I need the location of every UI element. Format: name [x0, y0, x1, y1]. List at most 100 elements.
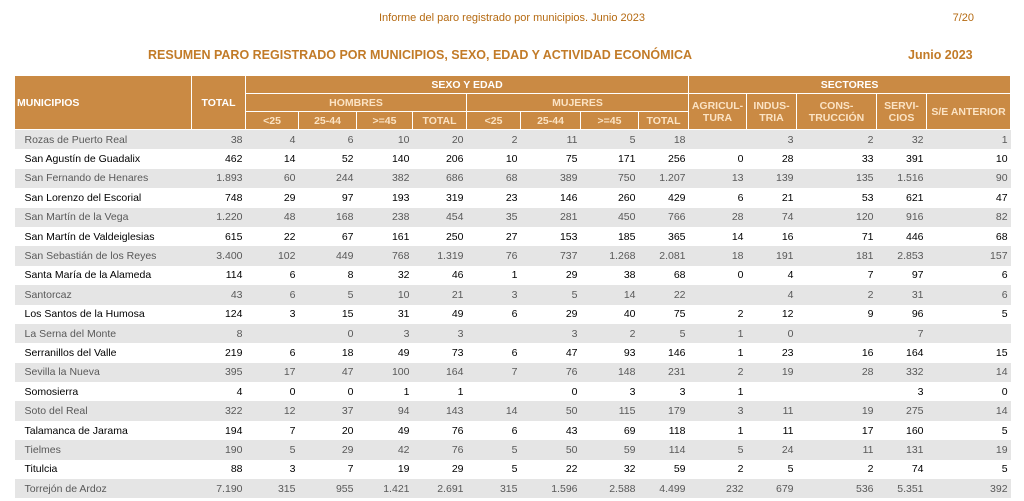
table-cell: 11 [746, 401, 797, 421]
municipio-name: San Fernando de Henares [14, 168, 192, 189]
table-cell: 10 [926, 149, 1011, 169]
table-cell: 1.893 [191, 168, 246, 189]
table-cell [466, 323, 521, 344]
header-sexo-edad: SEXO Y EDAD [244, 75, 690, 94]
table-cell: 3 [245, 459, 299, 480]
table-cell: 179 [638, 401, 689, 421]
table-cell: 97 [298, 188, 357, 208]
table-cell: 46 [412, 265, 467, 286]
table-cell: 0 [746, 323, 797, 344]
header-total: TOTAL [191, 75, 246, 130]
table-cell: 0 [520, 382, 581, 402]
table-cell: 21 [412, 285, 467, 305]
table-cell: 766 [638, 207, 689, 227]
table-row: Torrejón de Ardoz 7.190 315 955 1.421 2.691 31… [14, 479, 1011, 499]
table-cell [926, 323, 1011, 344]
table-cell: 18 [688, 246, 747, 266]
table-row: San Agustín de Guadalix 462 14 52 140 206 10 75… [14, 149, 1011, 169]
table-row: Somosierra 4 0 0 1 1 0 3 3 1 3 0 [14, 382, 1011, 402]
table-cell: 5 [466, 459, 521, 480]
table-cell: 275 [876, 401, 927, 421]
table-cell: 23 [466, 188, 521, 208]
table-cell: 16 [796, 343, 877, 363]
table-cell: 29 [520, 304, 581, 324]
table-cell: 14 [466, 401, 521, 421]
table-cell: 5 [926, 304, 1011, 324]
municipio-name: Sevilla la Nueva [14, 362, 192, 383]
table-cell: 3 [580, 382, 639, 402]
table-cell: 8 [191, 323, 246, 344]
table-cell: 15 [926, 343, 1011, 363]
table-cell: 146 [520, 188, 581, 208]
table-cell: 916 [876, 207, 927, 227]
table-row: Santa María de la Alameda 114 6 8 32 46 1 29 38 6… [14, 265, 1011, 286]
table-cell: 191 [746, 246, 797, 266]
table-cell: 7.190 [191, 479, 246, 499]
document-title: Informe del paro registrado por municipi… [379, 12, 645, 24]
table-cell: 392 [926, 479, 1011, 499]
table-cell: 5.351 [876, 479, 927, 499]
table-cell: 90 [926, 168, 1011, 189]
table-cell: 2 [796, 459, 877, 480]
table-cell: 1 [356, 382, 413, 402]
table-cell: 7 [466, 362, 521, 383]
table-cell: 219 [191, 343, 246, 363]
table-cell: 157 [926, 246, 1011, 266]
table-cell: 93 [580, 343, 639, 363]
table-cell: 38 [191, 129, 246, 150]
table-cell: 231 [638, 362, 689, 383]
table-cell: 11 [796, 440, 877, 460]
table-cell: 102 [245, 246, 299, 266]
table-cell: 3 [876, 382, 927, 402]
municipio-name: San Sebastián de los Reyes [14, 246, 192, 266]
table-cell: 1.516 [876, 168, 927, 189]
table-cell: 429 [638, 188, 689, 208]
table-cell: 27 [466, 226, 521, 247]
table-cell: 206 [412, 149, 467, 169]
table-cell: 5 [746, 459, 797, 480]
table-cell: 12 [746, 304, 797, 324]
table-cell: 2 [466, 129, 521, 150]
table-cell: 14 [688, 226, 747, 247]
table-cell: 3.400 [191, 246, 246, 266]
table-cell: 13 [688, 168, 747, 189]
table-cell: 139 [746, 168, 797, 189]
table-cell: 33 [796, 149, 877, 169]
table-cell: 748 [191, 188, 246, 208]
table-cell: 153 [520, 226, 581, 247]
table-row: Santorcaz 43 6 5 10 21 3 5 14 22 4 2 31 6 [14, 285, 1011, 305]
table-cell: 29 [298, 440, 357, 460]
table-cell: 76 [412, 420, 467, 441]
table-cell: 615 [191, 226, 246, 247]
table-cell: 14 [926, 362, 1011, 383]
table-cell: 7 [298, 459, 357, 480]
table-cell: 43 [520, 420, 581, 441]
table-cell: 118 [638, 420, 689, 441]
table-cell: 5 [688, 440, 747, 460]
table-cell: 391 [876, 149, 927, 169]
table-row: Soto del Real 322 12 37 94 143 14 50 115 179 3 11 19… [14, 401, 1011, 421]
table-cell: 1 [688, 420, 747, 441]
municipio-name: Soto del Real [14, 401, 192, 421]
table-cell: 19 [926, 440, 1011, 460]
table-cell: 114 [191, 265, 246, 286]
table-cell: 143 [412, 401, 467, 421]
unemployment-table: MUNICIPIOS TOTAL SEXO Y EDAD SECTORES HO… [14, 75, 1012, 499]
table-cell: 6 [245, 265, 299, 286]
table-cell: 449 [298, 246, 357, 266]
table-cell: 7 [876, 323, 927, 344]
header-mujeres-ge45: >=45 [580, 111, 639, 130]
table-cell: 190 [191, 440, 246, 460]
header-hombres-ge45: >=45 [356, 111, 413, 130]
table-cell: 69 [580, 420, 639, 441]
table-cell: 389 [520, 168, 581, 189]
header-mujeres-total: TOTAL [637, 111, 690, 130]
table-cell: 2.853 [876, 246, 927, 266]
table-cell: 114 [638, 440, 689, 460]
title-row: RESUMEN PARO REGISTRADO POR MUNICIPIOS, … [0, 48, 1024, 66]
table-cell: 679 [746, 479, 797, 499]
header-servicios: SERVI- CIOS [876, 93, 928, 130]
table-cell: 97 [876, 265, 927, 286]
table-cell: 6 [245, 285, 299, 305]
table-cell: 4 [746, 265, 797, 286]
